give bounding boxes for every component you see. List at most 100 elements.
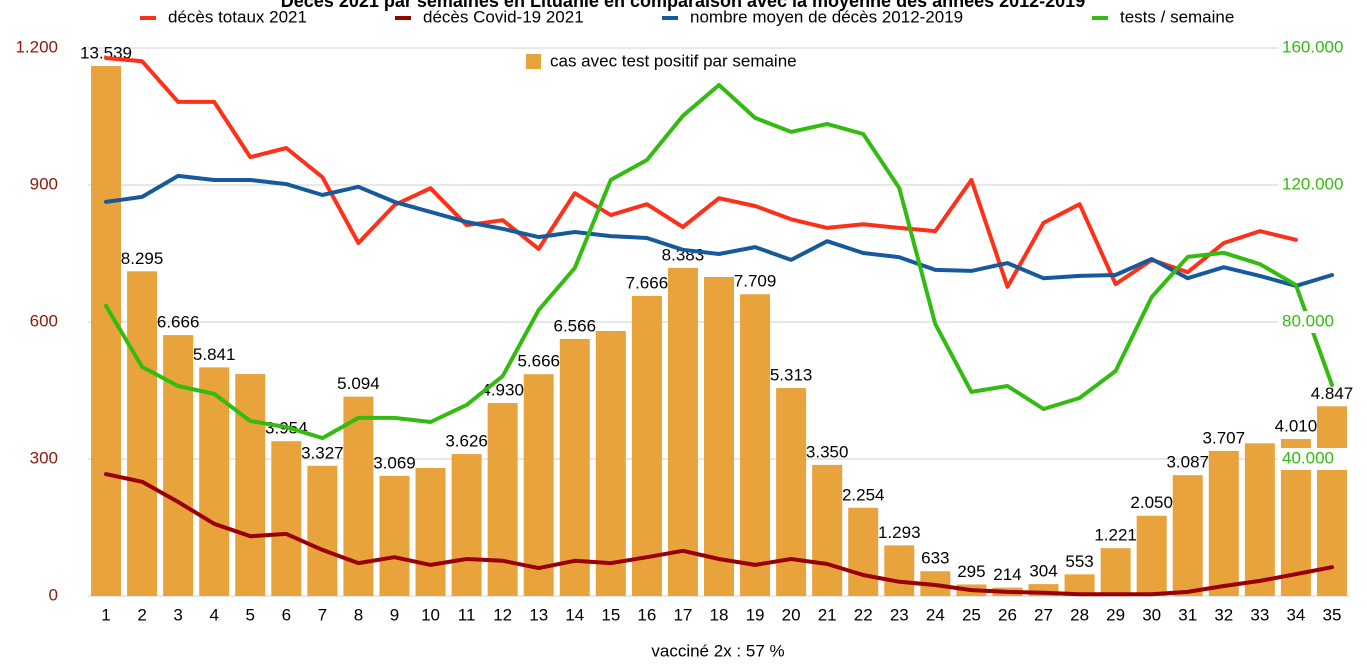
y2-tick-label: 40.000 bbox=[1282, 448, 1334, 467]
bar bbox=[667, 267, 698, 596]
x-tick-label: 32 bbox=[1214, 605, 1233, 624]
data-label: 5.666 bbox=[517, 352, 560, 371]
y-tick-label: 300 bbox=[30, 448, 58, 467]
x-tick-label: 27 bbox=[1034, 605, 1053, 624]
x-tick-label: 33 bbox=[1250, 605, 1269, 624]
x-tick-label: 5 bbox=[246, 605, 255, 624]
data-label: 3.707 bbox=[1203, 428, 1246, 447]
x-tick-label: 6 bbox=[282, 605, 291, 624]
x-tick-label: 15 bbox=[601, 605, 620, 624]
data-label: 3.626 bbox=[445, 432, 488, 451]
x-tick-label: 20 bbox=[782, 605, 801, 624]
x-tick-label: 8 bbox=[354, 605, 363, 624]
data-label: 553 bbox=[1065, 552, 1093, 571]
x-tick-label: 17 bbox=[673, 605, 692, 624]
data-label: 7.709 bbox=[734, 272, 777, 291]
bar bbox=[451, 454, 482, 596]
x-tick-label: 28 bbox=[1070, 605, 1089, 624]
legend-label: décès Covid-19 2021 bbox=[423, 7, 584, 26]
y-tick-label: 900 bbox=[30, 174, 58, 193]
bar bbox=[487, 403, 518, 596]
data-label: 3.350 bbox=[806, 442, 849, 461]
legend-label: nombre moyen de décès 2012-2019 bbox=[690, 7, 963, 26]
bar bbox=[523, 374, 554, 596]
chart-title: Décès 2021 par semaines en Lituanie en c… bbox=[281, 0, 1085, 11]
tick-label-bg bbox=[1278, 174, 1352, 196]
bar bbox=[1208, 450, 1239, 596]
y-tick-label: 600 bbox=[30, 311, 58, 330]
x-tick-label: 16 bbox=[637, 605, 656, 624]
x-tick-label: 35 bbox=[1323, 605, 1342, 624]
bar bbox=[740, 294, 771, 596]
x-tick-label: 24 bbox=[926, 605, 945, 624]
x-tick-label: 3 bbox=[173, 605, 182, 624]
y2-tick-label: 160.000 bbox=[1282, 37, 1343, 56]
bar bbox=[1100, 548, 1131, 596]
data-label: 214 bbox=[993, 565, 1021, 584]
bar bbox=[595, 331, 626, 596]
data-label: 8.295 bbox=[121, 249, 164, 268]
data-label: 6.566 bbox=[553, 316, 596, 335]
x-tick-label: 7 bbox=[318, 605, 327, 624]
legend-swatch bbox=[526, 54, 541, 69]
bar bbox=[235, 374, 266, 596]
bar bbox=[91, 66, 122, 596]
x-tick-label: 9 bbox=[390, 605, 399, 624]
bar bbox=[163, 335, 194, 596]
bar bbox=[1064, 574, 1095, 596]
bar bbox=[379, 475, 410, 596]
x-tick-label: 10 bbox=[421, 605, 440, 624]
x-tick-label: 30 bbox=[1142, 605, 1161, 624]
bar bbox=[631, 295, 662, 596]
x-tick-label: 11 bbox=[458, 605, 476, 624]
line-series bbox=[104, 83, 1334, 441]
data-label: 5.094 bbox=[337, 374, 380, 393]
legend-label: cas avec test positif par semaine bbox=[550, 51, 797, 70]
y-tick-label: 0 bbox=[49, 585, 58, 604]
bar bbox=[704, 276, 734, 596]
bar bbox=[307, 465, 338, 596]
x-tick-label: 26 bbox=[998, 605, 1017, 624]
bar bbox=[1136, 515, 1167, 596]
x-tick-label: 13 bbox=[529, 605, 548, 624]
x-tick-label: 21 bbox=[818, 605, 837, 624]
y2-tick-label: 120.000 bbox=[1282, 174, 1343, 193]
bar bbox=[1244, 443, 1275, 596]
bar bbox=[559, 338, 590, 596]
data-label: 2.254 bbox=[842, 485, 885, 504]
x-tick-label: 4 bbox=[209, 605, 218, 624]
x-tick-label: 18 bbox=[710, 605, 729, 624]
bar bbox=[776, 388, 807, 596]
bar bbox=[812, 464, 843, 596]
legend-label: tests / semaine bbox=[1120, 7, 1234, 26]
x-tick-label: 23 bbox=[890, 605, 909, 624]
line-series bbox=[104, 56, 1298, 289]
legend-label: décès totaux 2021 bbox=[168, 7, 307, 26]
data-label: 5.841 bbox=[193, 345, 236, 364]
bar bbox=[415, 468, 446, 596]
bar bbox=[127, 271, 158, 596]
tick-label-bg bbox=[1278, 37, 1352, 59]
data-label: 1.293 bbox=[878, 523, 921, 542]
bar bbox=[884, 545, 915, 596]
data-label: 304 bbox=[1029, 562, 1057, 581]
data-label: 4.847 bbox=[1311, 384, 1354, 403]
bar bbox=[199, 367, 230, 596]
data-label: 5.313 bbox=[770, 366, 813, 385]
x-tick-label: 2 bbox=[137, 605, 146, 624]
data-label: 3.087 bbox=[1166, 453, 1209, 472]
x-tick-label: 1 bbox=[101, 605, 110, 624]
data-label: 633 bbox=[921, 549, 949, 568]
data-label: 4.010 bbox=[1275, 417, 1318, 436]
data-label: 1.221 bbox=[1094, 526, 1137, 545]
line-series bbox=[104, 173, 1334, 288]
data-label: 7.666 bbox=[626, 273, 669, 292]
y-tick-label: 1.200 bbox=[15, 37, 58, 56]
x-tick-label: 31 bbox=[1178, 605, 1197, 624]
data-label: 2.050 bbox=[1130, 493, 1173, 512]
data-label: 3.069 bbox=[373, 453, 416, 472]
data-label: 3.327 bbox=[301, 443, 344, 462]
x-axis-label: vacciné 2x : 57 % bbox=[651, 641, 784, 660]
x-tick-label: 25 bbox=[962, 605, 981, 624]
